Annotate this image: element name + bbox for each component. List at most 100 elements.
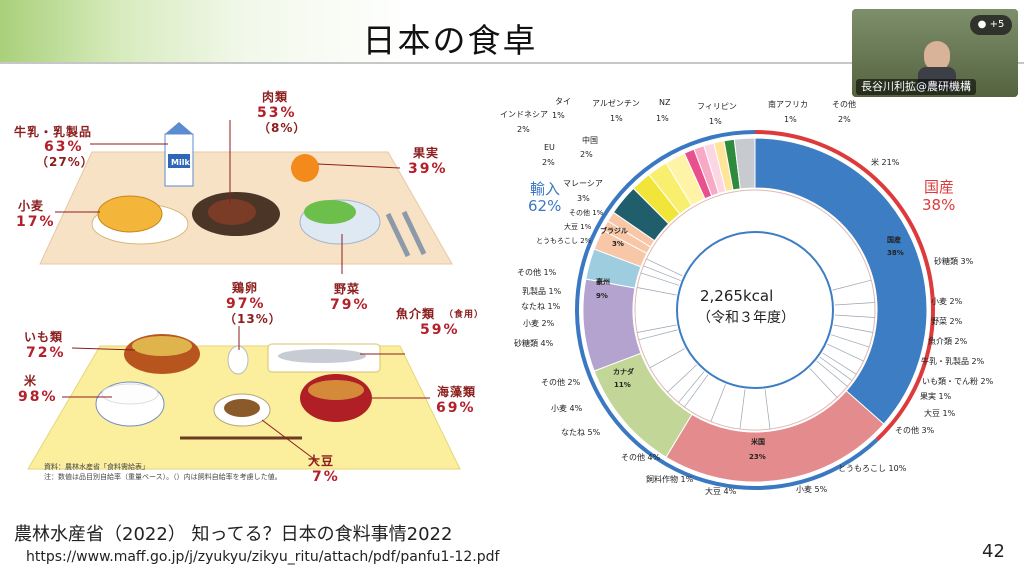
middle-ring-segment-0 — [754, 137, 928, 425]
spoke-line-8 — [816, 360, 848, 387]
footnote: 注：数値は品目別自給率（重量ベース）。（）内は飼料自給率を考慮した値。 — [44, 473, 282, 481]
domestic-value-label: 38% — [922, 196, 956, 214]
label-egg-value: 97% — [226, 296, 266, 312]
label-meat-value: 53% — [257, 105, 297, 121]
seg-misc-soy: 大豆 1% — [564, 223, 592, 231]
spoke-line-13 — [684, 374, 709, 408]
spoke-line-12 — [710, 384, 726, 422]
dom-milk: 牛乳・乳製品 2% — [921, 357, 985, 366]
spoke-line-20 — [640, 272, 680, 286]
top-label-eu: EU — [544, 143, 555, 152]
spoke-line-15 — [667, 364, 697, 393]
bread-icon — [97, 195, 163, 233]
middle-ring-segment-17 — [733, 137, 756, 190]
top-value-argentina: 1% — [610, 114, 623, 123]
spoke-line-11 — [739, 389, 746, 430]
top-label-argentina: アルゼンチン — [592, 99, 640, 108]
dom-fruit: 果実 1% — [920, 392, 952, 401]
spoke-line-10 — [764, 389, 771, 430]
spoke-line-6 — [822, 352, 857, 375]
dom-wheat: 小麦 2% — [931, 297, 963, 306]
label-soy-name: 大豆 — [308, 454, 335, 468]
import-value: 62% — [528, 197, 562, 215]
top-label-nz: NZ — [659, 98, 671, 107]
participants-button[interactable]: ● +5 — [970, 15, 1012, 35]
dom-soy: 大豆 1% — [924, 409, 956, 418]
fish-icon — [278, 349, 366, 363]
label-egg-sub: （13%） — [224, 312, 282, 326]
seg-domestic-value: 38% — [887, 249, 904, 257]
seg-australia: 豪州 — [596, 278, 610, 286]
au-sugar: 砂糖類 4% — [514, 339, 554, 348]
label-veg-name: 野菜 — [334, 282, 361, 296]
label-fruit-name: 果実 — [413, 146, 440, 160]
spoke-line-0 — [832, 279, 872, 291]
person-icon: ● — [977, 19, 987, 30]
label-fish-value: 59% — [420, 322, 460, 338]
ring-layer — [575, 130, 936, 490]
us-soy: 大豆 4% — [705, 487, 737, 496]
label-seaweed-name: 海藻類 — [437, 385, 477, 399]
label-rice-value: 98% — [18, 389, 58, 405]
au-wheat: 小麦 2% — [523, 319, 555, 328]
spoke-line-22 — [646, 258, 683, 277]
top-label-malaysia: マレーシア — [563, 179, 603, 188]
seg-misc-other: その他 1% — [569, 209, 604, 217]
top-label-china: 中国 — [582, 136, 598, 145]
spoke-line-9 — [809, 368, 838, 398]
domestic-label: 国産 — [924, 178, 955, 196]
top-value-others: 2% — [838, 115, 851, 124]
spoke-line-14 — [678, 371, 705, 403]
orange-icon — [291, 154, 319, 182]
natto-icon — [224, 399, 260, 417]
spoke-line-1 — [834, 302, 875, 306]
spoke-line-5 — [827, 343, 864, 362]
ca-rapeseed: なたね 5% — [561, 428, 601, 437]
calorie-donut-chart — [575, 130, 936, 490]
top-value-philippines: 1% — [709, 117, 722, 126]
seg-domestic: 国産 — [887, 236, 901, 244]
top-label-indonesia: インドネシア — [500, 110, 548, 119]
participants-count: +5 — [989, 19, 1005, 30]
participant-avatar — [924, 41, 950, 71]
center-value: 2,265kcal — [700, 287, 774, 305]
top-value-eu: 2% — [542, 158, 555, 167]
dom-potato: いも類・でん粉 2% — [922, 377, 994, 386]
source-url[interactable]: https://www.maff.go.jp/j/zyukyu/zikyu_ri… — [26, 549, 500, 565]
spoke-line-4 — [830, 334, 870, 348]
label-wheat-value: 17% — [16, 214, 56, 230]
spoke-line-21 — [643, 265, 681, 281]
label-potato-value: 72% — [26, 345, 66, 361]
source-note: 資料：農林水産省「食料需給表」 — [44, 463, 149, 471]
top-value-south-africa: 1% — [784, 115, 797, 124]
label-meat-sub: （8%） — [258, 121, 307, 135]
import-label: 輸入 — [530, 180, 561, 198]
top-label-philippines: フィリピン — [697, 102, 737, 111]
knife-icon — [401, 210, 427, 256]
ca-other: その他 2% — [541, 378, 581, 387]
label-seaweed-value: 69% — [436, 400, 476, 416]
spoke-line-19 — [637, 287, 677, 296]
seg-us-value: 23% — [749, 453, 766, 461]
slide-title: 日本の食卓 — [362, 21, 538, 60]
seg-australia-value: 9% — [596, 292, 608, 300]
seg-canada-value: 11% — [614, 381, 631, 389]
dom-other: その他 3% — [895, 426, 935, 435]
top-label-thai: タイ — [555, 97, 571, 106]
dom-rice: 米 21% — [871, 158, 900, 167]
salad-icon — [304, 200, 356, 224]
label-soy-value: 7% — [312, 469, 340, 485]
video-tile[interactable]: 長谷川利拡@農研機構 ● +5 — [852, 9, 1018, 97]
label-potato-name: いも類 — [24, 330, 64, 344]
dom-veg: 野菜 2% — [931, 317, 963, 326]
title-divider — [0, 62, 1024, 64]
spoke-line-16 — [649, 348, 686, 369]
top-label-others: その他 — [832, 100, 856, 109]
seg-misc-corn: とうもろこし 2% — [536, 237, 592, 245]
top-label-south-africa: 南アフリカ — [768, 100, 808, 109]
center-sub: （令和３年度） — [697, 310, 795, 326]
label-milk-sub: （27%） — [36, 155, 94, 169]
top-value-nz: 1% — [656, 114, 669, 123]
egg-icon — [227, 345, 249, 375]
top-value-indonesia: 2% — [517, 125, 530, 134]
